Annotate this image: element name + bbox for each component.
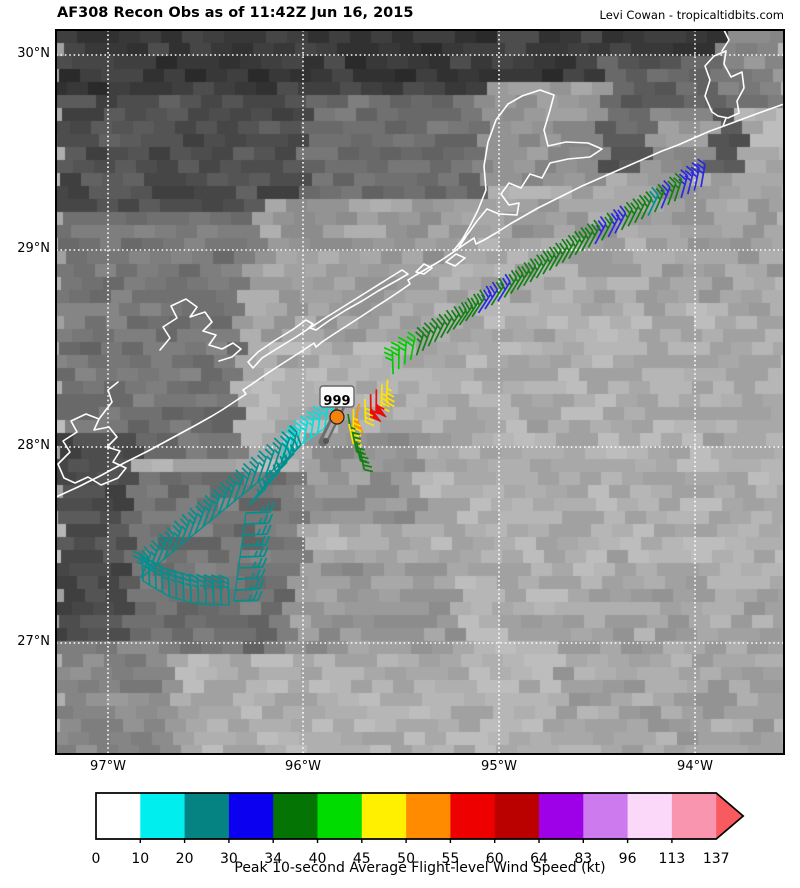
colorbar-label: 10 <box>131 851 149 867</box>
colorbar-label: 55 <box>441 851 459 867</box>
colorbar-segment <box>317 793 363 839</box>
lon-label-94w: 94°W <box>677 759 713 774</box>
colorbar-label: 50 <box>397 851 415 867</box>
colorbar-segment <box>361 793 407 839</box>
colorbar-arrow <box>716 793 744 839</box>
colorbar-label: 0 <box>92 851 101 867</box>
credit-text: Levi Cowan - tropicaltidbits.com <box>599 8 785 22</box>
colorbar-segment <box>539 793 584 839</box>
colorbar: 0 10 20 30 34 40 45 50 55 60 64 83 96 113 137 <box>92 792 745 867</box>
colorbar-label: 60 <box>486 851 504 867</box>
colorbar-segment <box>494 793 540 839</box>
lat-label-28n: 28°N <box>17 438 50 453</box>
colorbar-label: 45 <box>353 851 371 867</box>
colorbar-segment <box>228 793 274 839</box>
colorbar-label: 113 <box>659 851 686 867</box>
lon-label-96w: 96°W <box>285 759 321 774</box>
colorbar-label: 83 <box>574 851 592 867</box>
colorbar-segment <box>273 793 318 839</box>
colorbar-segment <box>184 793 230 839</box>
colorbar-label: 30 <box>220 851 238 867</box>
colorbar-label: 40 <box>309 851 327 867</box>
page-title: AF308 Recon Obs as of 11:42Z Jun 16, 201… <box>57 5 414 21</box>
satellite-basemap <box>56 30 784 754</box>
colorbar-segment <box>140 793 186 839</box>
colorbar-label: 137 <box>703 851 730 867</box>
colorbar-segment <box>406 793 451 839</box>
lat-label-27n: 27°N <box>17 634 50 649</box>
lat-label-29n: 29°N <box>17 241 50 256</box>
colorbar-segment <box>96 793 141 839</box>
colorbar-label: 64 <box>530 851 548 867</box>
colorbar-outline <box>95 792 745 840</box>
colorbar-label: 96 <box>619 851 637 867</box>
colorbar-segment <box>671 793 717 839</box>
lon-label-97w: 97°W <box>90 759 126 774</box>
lat-label-30n: 30°N <box>17 46 50 61</box>
colorbar-segment <box>583 793 629 839</box>
colorbar-segment <box>450 793 496 839</box>
colorbar-label: 34 <box>264 851 282 867</box>
colorbar-label: 20 <box>176 851 194 867</box>
colorbar-caption: Peak 10-second Average Flight-level Wind… <box>234 860 606 876</box>
lon-label-95w: 95°W <box>481 759 517 774</box>
colorbar-segment <box>627 793 673 839</box>
